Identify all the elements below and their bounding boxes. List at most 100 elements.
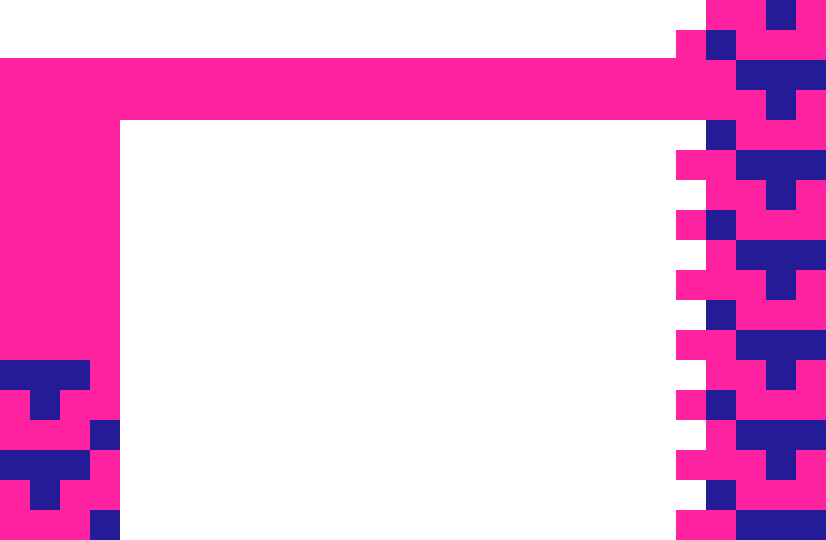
tile xyxy=(796,330,826,360)
tile xyxy=(676,90,706,120)
tile xyxy=(796,240,826,270)
tile xyxy=(766,90,796,120)
tile xyxy=(736,360,766,390)
tile xyxy=(796,270,826,300)
top-wall xyxy=(0,58,736,120)
tile xyxy=(90,480,120,510)
tile xyxy=(736,300,766,330)
tile xyxy=(766,450,796,480)
tile xyxy=(30,360,60,390)
tile xyxy=(736,450,766,480)
tile xyxy=(60,450,90,480)
tile xyxy=(736,90,766,120)
tile xyxy=(766,480,796,510)
tile xyxy=(736,510,766,540)
tile xyxy=(30,480,60,510)
tile xyxy=(736,180,766,210)
tile xyxy=(60,360,90,390)
tile xyxy=(736,390,766,420)
tile xyxy=(766,210,796,240)
tile xyxy=(90,450,120,480)
tile xyxy=(706,0,736,30)
tile xyxy=(766,240,796,270)
tile xyxy=(30,390,60,420)
tile xyxy=(60,390,90,420)
tile xyxy=(706,30,736,60)
tile xyxy=(796,360,826,390)
tile xyxy=(796,30,826,60)
tile xyxy=(0,360,30,390)
tile xyxy=(706,450,736,480)
tile xyxy=(30,420,60,450)
tile xyxy=(736,420,766,450)
tile xyxy=(706,330,736,360)
tile xyxy=(736,30,766,60)
tile xyxy=(736,330,766,360)
tile xyxy=(736,270,766,300)
tile xyxy=(736,0,766,30)
tile xyxy=(90,390,120,420)
tile xyxy=(706,390,736,420)
tile xyxy=(796,210,826,240)
tile xyxy=(706,210,736,240)
tile xyxy=(676,270,706,300)
tile xyxy=(676,150,706,180)
tile xyxy=(676,30,706,60)
tile xyxy=(766,330,796,360)
tile xyxy=(706,60,736,90)
tile xyxy=(766,0,796,30)
tile xyxy=(796,90,826,120)
tile xyxy=(60,480,90,510)
tile xyxy=(706,120,736,150)
tile xyxy=(736,60,766,90)
tile xyxy=(736,240,766,270)
tile xyxy=(30,450,60,480)
tile xyxy=(766,270,796,300)
tile xyxy=(706,90,736,120)
tile xyxy=(706,180,736,210)
tile xyxy=(676,390,706,420)
tile xyxy=(796,60,826,90)
tile xyxy=(60,510,90,540)
tile xyxy=(706,300,736,330)
tile xyxy=(796,300,826,330)
tile xyxy=(0,390,30,420)
tile xyxy=(90,420,120,450)
tile xyxy=(766,30,796,60)
tile xyxy=(90,510,120,540)
tile xyxy=(676,450,706,480)
tile xyxy=(796,420,826,450)
tile xyxy=(706,150,736,180)
tile xyxy=(30,510,60,540)
tile xyxy=(766,120,796,150)
tile xyxy=(796,510,826,540)
tile xyxy=(766,180,796,210)
tile xyxy=(0,420,30,450)
tile xyxy=(766,300,796,330)
tile xyxy=(766,390,796,420)
left-wall xyxy=(0,120,120,360)
tile xyxy=(736,210,766,240)
tile xyxy=(766,510,796,540)
tile xyxy=(796,450,826,480)
tile xyxy=(0,510,30,540)
tile xyxy=(796,180,826,210)
tile xyxy=(706,510,736,540)
tile xyxy=(766,150,796,180)
tile xyxy=(676,330,706,360)
tile xyxy=(766,420,796,450)
tile xyxy=(706,360,736,390)
tile xyxy=(766,60,796,90)
tile xyxy=(796,390,826,420)
tile xyxy=(766,360,796,390)
tile xyxy=(706,420,736,450)
tile xyxy=(736,120,766,150)
tile xyxy=(736,150,766,180)
tile xyxy=(706,270,736,300)
tile xyxy=(796,0,826,30)
tile xyxy=(0,480,30,510)
tile xyxy=(706,480,736,510)
tile xyxy=(736,480,766,510)
